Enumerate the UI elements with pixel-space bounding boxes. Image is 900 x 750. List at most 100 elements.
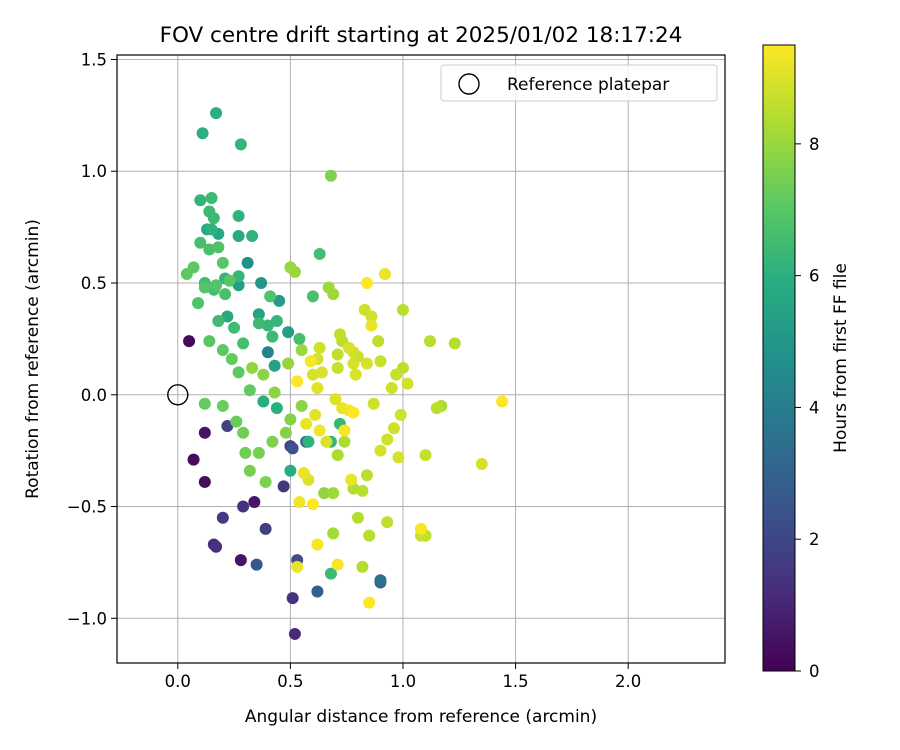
data-point xyxy=(196,127,209,140)
data-point xyxy=(387,422,400,435)
colorbar-gradient xyxy=(762,44,796,672)
data-point xyxy=(385,382,398,395)
data-point xyxy=(392,451,405,464)
data-point xyxy=(243,464,256,477)
data-point xyxy=(295,344,308,357)
data-point xyxy=(496,395,509,408)
data-point xyxy=(248,496,261,509)
data-point xyxy=(448,337,461,350)
colorbar-tick-label: 8 xyxy=(809,135,820,154)
data-point xyxy=(237,426,250,439)
data-point xyxy=(327,527,340,540)
colorbar-tick-label: 4 xyxy=(809,398,820,417)
data-point xyxy=(216,511,229,524)
data-point xyxy=(331,558,344,571)
data-point xyxy=(250,558,263,571)
data-point xyxy=(313,424,326,437)
data-point xyxy=(257,395,270,408)
data-point xyxy=(347,406,360,419)
data-point xyxy=(333,328,346,341)
data-point xyxy=(327,288,340,301)
data-point xyxy=(252,446,265,459)
data-point xyxy=(232,279,245,292)
data-point xyxy=(198,475,211,488)
data-point xyxy=(329,393,342,406)
data-point xyxy=(205,223,218,236)
data-point xyxy=(424,335,437,348)
reference-marker xyxy=(167,384,189,406)
data-point xyxy=(216,256,229,269)
data-point xyxy=(255,277,268,289)
data-point xyxy=(273,294,286,307)
legend-label: Reference platepar xyxy=(507,75,669,95)
data-point xyxy=(264,290,277,303)
data-point xyxy=(356,484,369,497)
data-point xyxy=(232,366,245,379)
data-point xyxy=(401,377,414,390)
data-point xyxy=(234,554,247,567)
data-point xyxy=(295,399,308,412)
data-point xyxy=(374,574,387,587)
data-point xyxy=(216,344,229,357)
data-point xyxy=(246,230,259,243)
data-point xyxy=(237,500,250,513)
data-point xyxy=(360,277,373,289)
y-tick-label: 0.5 xyxy=(81,274,107,293)
data-point xyxy=(358,303,371,316)
data-point xyxy=(219,288,232,301)
data-point xyxy=(239,446,252,459)
x-tick-label: 1.0 xyxy=(390,672,416,691)
data-point xyxy=(205,192,218,205)
data-point xyxy=(268,359,281,372)
data-point xyxy=(475,458,488,471)
x-tick-label: 1.5 xyxy=(502,672,528,691)
data-point xyxy=(246,361,259,374)
y-tick-label: −1.0 xyxy=(67,609,107,628)
data-point xyxy=(311,382,324,395)
plot-frame xyxy=(116,54,726,664)
data-point xyxy=(284,261,297,274)
data-point xyxy=(315,366,328,379)
data-point xyxy=(279,426,292,439)
legend-box xyxy=(440,64,718,102)
data-point xyxy=(230,415,243,428)
data-point xyxy=(318,487,331,500)
data-point xyxy=(183,335,196,348)
data-point xyxy=(306,368,319,381)
data-point xyxy=(270,315,283,327)
data-point xyxy=(291,375,304,388)
data-point xyxy=(270,402,283,415)
data-point xyxy=(261,319,274,332)
x-tick-label: 2.0 xyxy=(615,672,641,691)
data-point xyxy=(210,107,223,120)
data-point xyxy=(221,310,234,323)
legend: Reference platepar xyxy=(440,64,718,102)
colorbar-tick-label: 6 xyxy=(809,267,820,286)
data-point xyxy=(372,335,385,348)
data-point xyxy=(259,522,272,535)
data-point xyxy=(302,435,315,448)
data-point xyxy=(378,268,391,281)
data-point xyxy=(419,449,432,462)
data-point xyxy=(232,209,245,222)
data-point xyxy=(338,424,351,437)
data-point xyxy=(306,498,319,511)
y-tick-label: 0.0 xyxy=(81,386,107,405)
y-tick-label: 1.5 xyxy=(81,50,107,69)
data-point xyxy=(360,469,373,482)
data-point xyxy=(381,516,394,529)
data-point xyxy=(331,361,344,374)
data-point xyxy=(284,413,297,426)
data-point xyxy=(430,402,443,415)
data-point xyxy=(396,303,409,316)
data-point xyxy=(360,357,373,370)
y-tick-label: 1.0 xyxy=(81,162,107,181)
data-point xyxy=(212,241,225,254)
data-point xyxy=(210,540,223,553)
data-point xyxy=(415,522,427,535)
data-point xyxy=(300,417,313,430)
data-point xyxy=(390,368,403,381)
data-point xyxy=(291,560,304,573)
data-point xyxy=(309,408,322,421)
